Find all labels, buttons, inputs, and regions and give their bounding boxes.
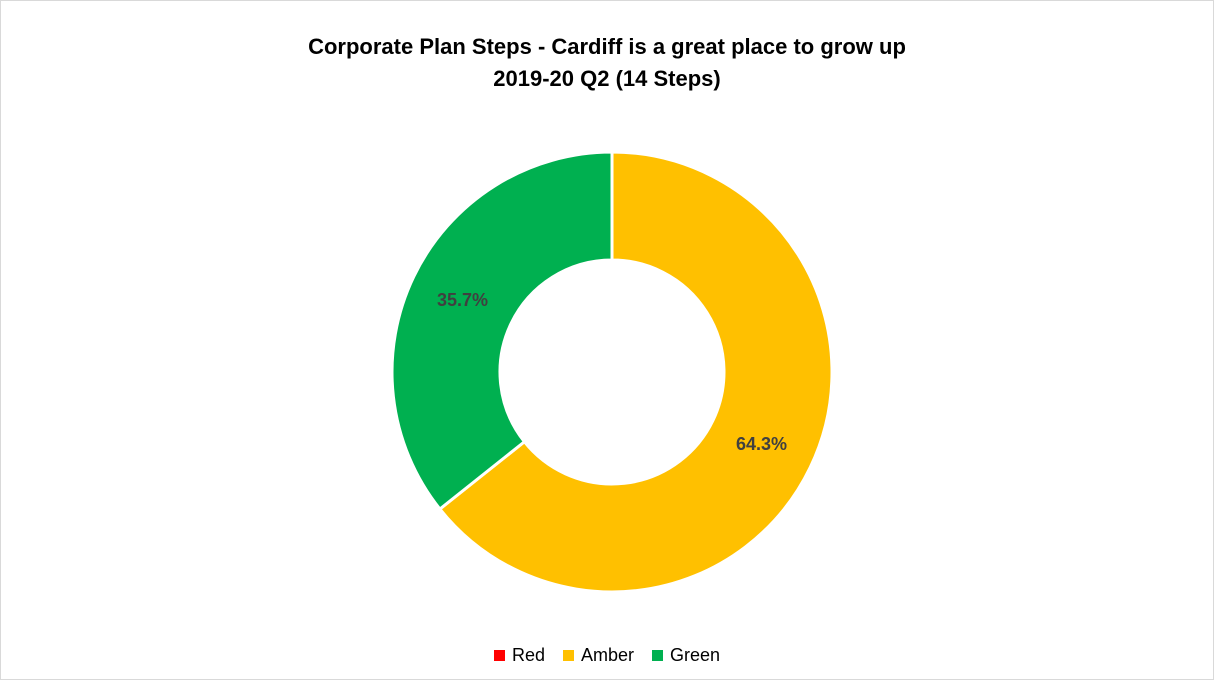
legend-swatch-red <box>493 650 505 661</box>
slice-green[interactable] <box>390 150 614 512</box>
legend-item-amber[interactable]: Amber <box>562 645 634 666</box>
legend: Red Amber Green <box>1 645 1213 666</box>
legend-swatch-green <box>652 650 663 661</box>
donut-chart: 64.3% 35.7% <box>390 150 834 594</box>
slice-amber[interactable] <box>437 150 834 594</box>
legend-label-green: Green <box>670 645 721 665</box>
legend-item-green[interactable]: Green <box>652 645 720 666</box>
legend-item-red[interactable]: Red <box>493 645 545 666</box>
chart-title: Corporate Plan Steps - Cardiff is a grea… <box>1 31 1213 95</box>
legend-label-red: Red <box>511 645 545 665</box>
chart-subtitle: 2019-20 Q2 (14 Steps) <box>493 66 721 91</box>
chart-title-line1: Corporate Plan Steps - Cardiff is a grea… <box>308 34 906 59</box>
legend-swatch-amber <box>562 650 574 661</box>
legend-label-amber: Amber <box>580 645 634 665</box>
data-label-amber: 64.3% <box>736 434 787 454</box>
data-label-green: 35.7% <box>437 290 488 310</box>
